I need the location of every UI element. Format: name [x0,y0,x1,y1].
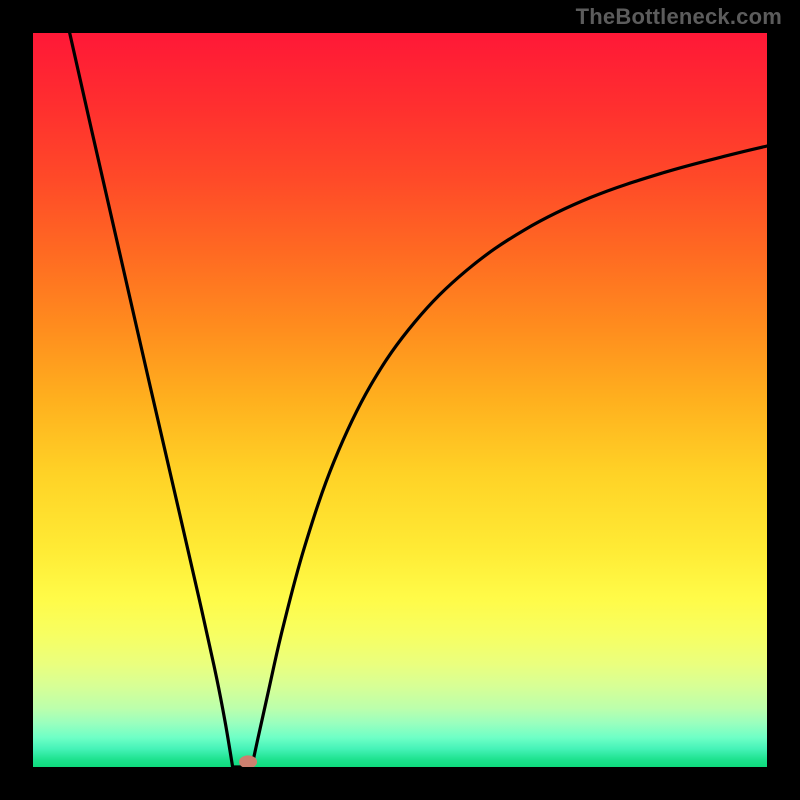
plot-area [33,33,767,767]
watermark-text: TheBottleneck.com [576,4,782,30]
vertex-marker [33,33,767,767]
chart-root: { "watermark": { "text": "TheBottleneck.… [0,0,800,800]
